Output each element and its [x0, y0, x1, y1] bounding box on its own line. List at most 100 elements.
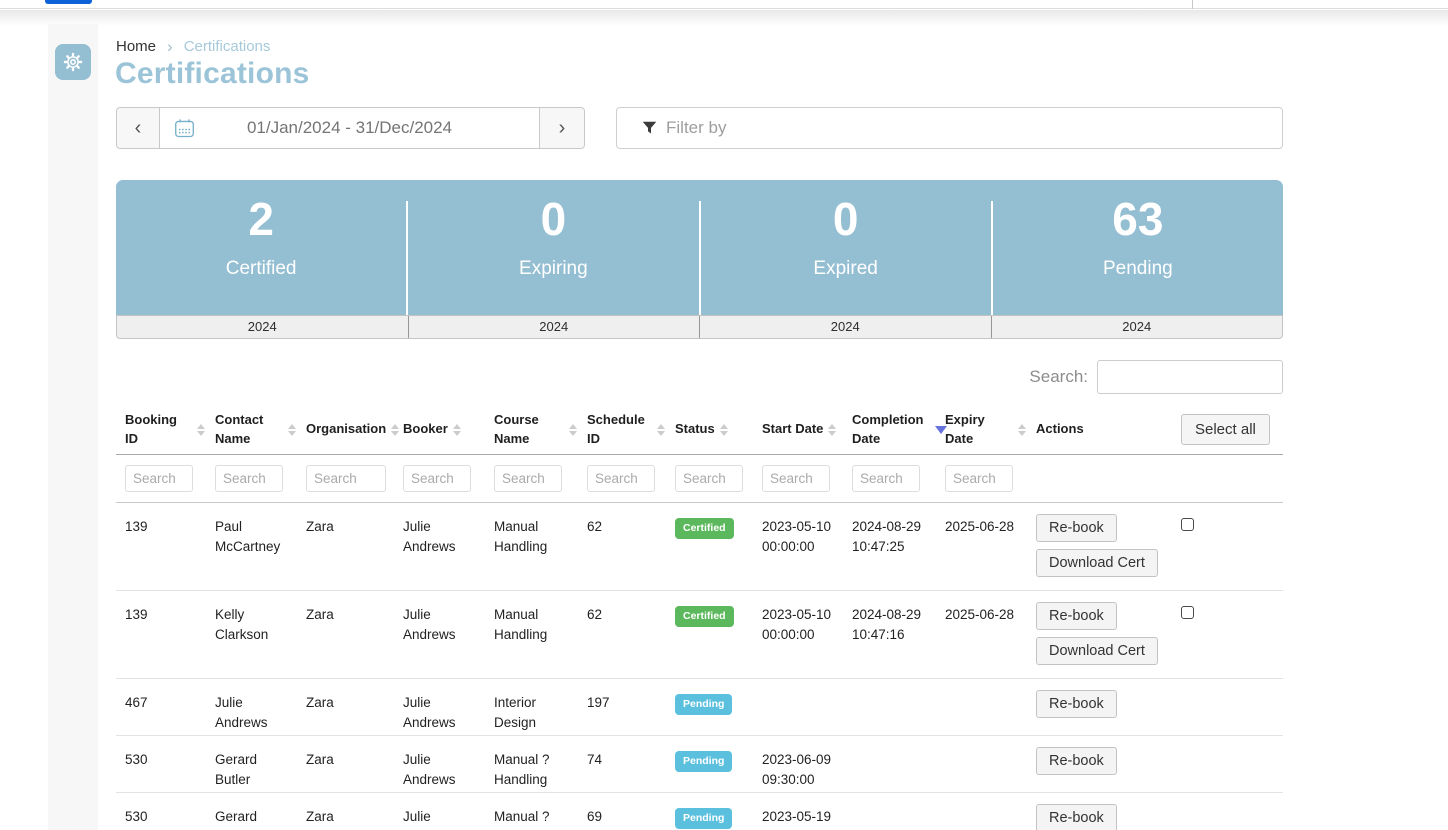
column-header-start-date[interactable]: Start Date [762, 420, 852, 439]
cell-booking-id: 139 [125, 519, 148, 534]
cell-course-name: Interior Design [494, 695, 537, 730]
sort-up-arrow [828, 423, 837, 429]
stat-certified[interactable]: 2 Certified [116, 180, 406, 315]
cell-contact-name: Paul McCartney [215, 519, 281, 554]
re-book-button[interactable]: Re-book [1036, 747, 1117, 775]
re-book-button[interactable]: Re-book [1036, 602, 1117, 630]
column-search-input-course-name[interactable] [494, 465, 562, 492]
sort-up-arrow [391, 423, 400, 429]
cell-status: Pending [675, 736, 762, 792]
stat-value: 63 [1112, 193, 1164, 245]
column-label: Booking ID [125, 411, 177, 446]
sort-down-arrow [719, 430, 728, 436]
sort-desc-icon[interactable] [934, 425, 947, 434]
date-range-field[interactable]: 01/Jan/2024 - 31/Dec/2024 [160, 107, 539, 149]
column-search-cell [945, 465, 1036, 492]
re-book-button[interactable]: Re-book [1036, 514, 1117, 542]
column-search-input-completion-date[interactable] [852, 465, 920, 492]
column-header-status[interactable]: Status [675, 420, 762, 439]
stat-expired[interactable]: 0 Expired [701, 180, 991, 315]
re-book-button[interactable]: Re-book [1036, 690, 1117, 718]
column-search-input-status[interactable] [675, 465, 743, 492]
cell-start-date: 2023-06-09 09:30:00 [762, 752, 832, 787]
table-row: 139 Paul McCartney Zara Julie Andrews Manual… [116, 503, 1283, 591]
status-badge: Pending [675, 694, 733, 716]
column-search-cell [116, 465, 215, 492]
stat-pending[interactable]: 63 Pending [993, 180, 1283, 315]
sort-icon[interactable] [657, 423, 665, 436]
sort-icon[interactable] [828, 423, 837, 436]
sort-up-arrow [1018, 423, 1026, 429]
column-header-contact-name[interactable]: Contact Name [215, 411, 306, 449]
row-checkbox[interactable] [1181, 518, 1194, 531]
select-all-button[interactable]: Select all [1181, 414, 1270, 445]
cell-completion-date: 2024-08-29 10:47:25 [852, 519, 922, 554]
re-book-button[interactable]: Re-book [1036, 804, 1117, 830]
cell-start-date: 2023-05-19 09:00:00 [762, 809, 832, 830]
column-search-input-organisation[interactable] [306, 465, 386, 492]
cell-completion-date [852, 736, 945, 792]
breadcrumb-home-link[interactable]: Home [116, 38, 157, 55]
sort-icon[interactable] [391, 423, 400, 436]
chevron-right-icon: › [167, 37, 173, 56]
sidebar [48, 24, 98, 830]
top-bar [0, 0, 1448, 9]
cell-booking-id: 530 [125, 809, 148, 824]
download-cert-button[interactable]: Download Cert [1036, 637, 1158, 665]
stat-expiring[interactable]: 0 Expiring [408, 180, 698, 315]
column-search-input-start-date[interactable] [762, 465, 830, 492]
column-header-course-name[interactable]: Course Name [494, 411, 587, 449]
cell-start-date [762, 679, 852, 735]
sort-down-arrow [1018, 430, 1026, 436]
cell-course-name: Manual Handling [494, 519, 548, 554]
cell-booking-id: 467 [125, 695, 148, 710]
cell-schedule-id: 197 [587, 695, 610, 710]
sort-icon[interactable] [197, 423, 205, 436]
sort-icon[interactable] [1018, 423, 1026, 436]
column-search-cell [587, 465, 675, 492]
column-header-booker[interactable]: Booker [403, 420, 494, 439]
cell-course-name: Manual ? Handling [494, 809, 550, 830]
sort-icon[interactable] [288, 423, 296, 436]
column-header-booking-id[interactable]: Booking ID [116, 411, 215, 449]
table-row: 530 Gerard Butler Zara Julie Andrews Manual … [116, 736, 1283, 793]
settings-button[interactable] [55, 44, 91, 80]
cell-booker: Julie Andrews [403, 809, 456, 830]
status-badge: Pending [675, 751, 733, 773]
date-range-value: 01/Jan/2024 - 31/Dec/2024 [246, 118, 453, 137]
stats-bar: 2 Certified 0 Expiring 0 Expired 63 Pend… [116, 180, 1283, 315]
cell-actions: Re-book Download Cert [1036, 591, 1181, 678]
cell-expiry-date: 2025-06-28 [945, 519, 1015, 534]
sort-down-arrow [569, 430, 577, 436]
cell-actions: Re-book [1036, 793, 1181, 830]
column-header-organisation[interactable]: Organisation [306, 420, 403, 439]
date-prev-button[interactable]: ‹ [116, 107, 160, 149]
column-search-input-booking-id[interactable] [125, 465, 193, 492]
column-search-input-booker[interactable] [403, 465, 471, 492]
column-label: Booker [403, 421, 448, 437]
column-label: Organisation [306, 421, 387, 437]
row-checkbox[interactable] [1181, 606, 1194, 619]
table-search-input[interactable] [1097, 360, 1283, 394]
column-search-input-contact-name[interactable] [215, 465, 283, 492]
cell-completion-date: 2024-08-29 10:47:16 [852, 607, 922, 642]
download-cert-button[interactable]: Download Cert [1036, 549, 1158, 577]
column-header-schedule-id[interactable]: Schedule ID [587, 411, 675, 449]
column-label: Status [675, 421, 715, 437]
sort-icon[interactable] [452, 423, 461, 436]
stat-year: 2024 [990, 316, 1283, 338]
cell-select [1181, 679, 1283, 735]
stats-divider [698, 201, 701, 315]
column-header-completion-date[interactable]: Completion Date [852, 411, 947, 449]
date-next-button[interactable]: › [539, 107, 585, 149]
sort-icon[interactable] [569, 423, 577, 436]
sort-icon[interactable] [719, 423, 728, 436]
column-header-expiry-date[interactable]: Expiry Date [945, 411, 1036, 449]
column-search-input-expiry-date[interactable] [945, 465, 1013, 492]
breadcrumb: Home › Certifications [116, 38, 270, 55]
filter-input[interactable] [666, 118, 1270, 138]
cell-organisation: Zara [306, 695, 334, 710]
cell-start-date: 2023-05-10 00:00:00 [762, 519, 832, 554]
column-search-input-schedule-id[interactable] [587, 465, 655, 492]
cell-select [1181, 503, 1283, 590]
